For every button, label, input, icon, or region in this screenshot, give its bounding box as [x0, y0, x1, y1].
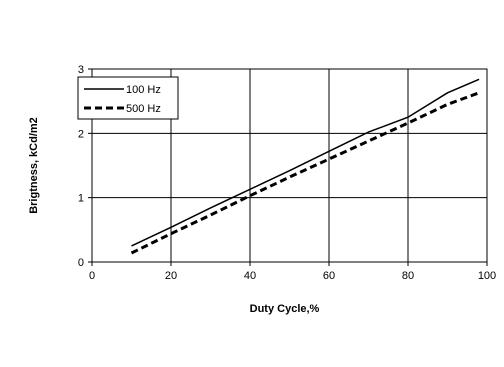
- series-line-1: [131, 78, 480, 247]
- x-tick-label: 60: [323, 270, 335, 282]
- series-lines: [130, 78, 480, 255]
- legend-label-1: 100 Hz: [126, 84, 161, 96]
- plot-area-frame: [91, 68, 488, 263]
- y-axis-label: Brigtness, kCd/m2: [28, 117, 40, 214]
- x-tick-label: 40: [244, 270, 256, 282]
- x-tick-label: 80: [402, 270, 414, 282]
- legend: 100 Hz 500 Hz: [77, 76, 179, 120]
- x-tick-label: 20: [165, 270, 177, 282]
- x-tick-label: 0: [89, 270, 95, 282]
- y-tick-label: 3: [78, 64, 84, 76]
- legend-label-2: 500 Hz: [126, 103, 161, 115]
- y-tick-label: 2: [78, 128, 84, 140]
- axis-ticks: 0 20 40 60 80 100 0 1 2 3: [78, 64, 496, 282]
- legend-box: [77, 76, 179, 120]
- x-tick-label: 100: [478, 270, 496, 282]
- y-tick-label: 0: [78, 257, 84, 269]
- y-tick-label: 1: [78, 193, 84, 205]
- x-axis-label: Duty Cycle,%: [250, 303, 320, 315]
